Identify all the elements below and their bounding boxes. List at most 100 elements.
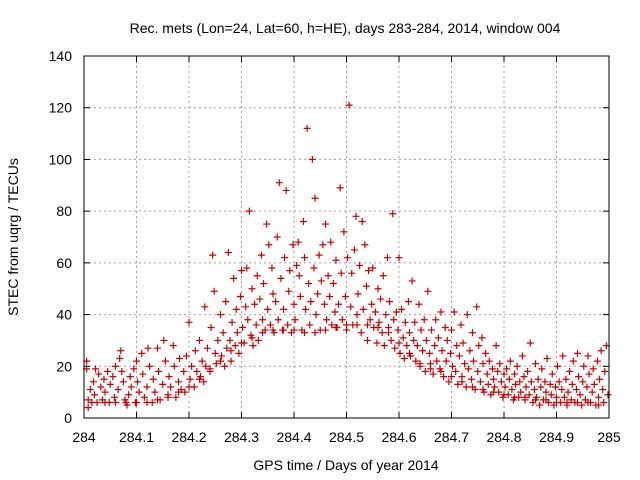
data-point — [379, 272, 387, 280]
data-point — [112, 362, 119, 370]
data-point — [164, 393, 172, 401]
data-point — [428, 326, 436, 334]
data-point — [369, 264, 377, 272]
data-point — [431, 342, 439, 350]
data-point — [151, 388, 159, 396]
data-point — [348, 269, 356, 277]
data-point — [479, 386, 487, 394]
y-tick-label: 60 — [56, 255, 72, 271]
data-point — [89, 378, 97, 386]
data-point — [252, 321, 260, 329]
data-point — [264, 305, 272, 313]
data-point — [399, 334, 407, 342]
data-point — [303, 124, 311, 132]
data-point — [265, 241, 273, 249]
data-point — [326, 292, 334, 300]
data-point — [180, 367, 188, 375]
data-point — [421, 367, 429, 375]
data-point — [217, 311, 224, 319]
data-point — [459, 339, 467, 347]
data-point — [530, 386, 538, 394]
data-point — [438, 347, 446, 355]
x-tick-label: 284.1 — [119, 429, 154, 445]
data-point — [453, 342, 461, 350]
data-point — [290, 326, 298, 334]
data-point — [412, 357, 420, 365]
data-point — [116, 355, 124, 363]
data-point — [353, 321, 361, 329]
data-point — [223, 344, 231, 352]
data-point — [314, 290, 322, 298]
data-point — [494, 367, 502, 375]
data-point — [243, 264, 251, 272]
data-point — [584, 398, 592, 406]
data-point — [269, 290, 277, 298]
data-point — [277, 274, 285, 282]
data-point — [482, 349, 490, 357]
data-point — [144, 344, 152, 352]
data-point — [398, 305, 406, 313]
data-point — [324, 272, 332, 280]
data-point — [322, 326, 329, 334]
data-point — [169, 342, 177, 350]
data-point — [419, 347, 427, 355]
data-point — [524, 367, 532, 375]
data-point — [442, 357, 450, 365]
data-point — [224, 249, 232, 257]
y-tick-label: 120 — [49, 100, 73, 116]
data-point — [186, 375, 194, 383]
data-point — [185, 318, 193, 326]
data-point — [185, 383, 193, 391]
data-points — [83, 101, 612, 412]
x-tick-label: 285 — [597, 429, 621, 445]
data-point — [235, 349, 243, 357]
data-point — [155, 367, 163, 375]
data-point — [352, 212, 360, 220]
data-point — [284, 321, 292, 329]
data-point — [323, 316, 331, 324]
data-point — [160, 336, 168, 344]
chart-title: Rec. mets (Lon=24, Lat=60, h=HE), days 2… — [130, 20, 561, 36]
data-point — [263, 220, 271, 228]
data-point — [130, 365, 138, 373]
data-point — [301, 254, 308, 262]
data-point — [126, 373, 134, 381]
y-tick-label: 40 — [56, 307, 72, 323]
data-point — [343, 321, 350, 329]
data-point — [403, 342, 411, 350]
data-point — [176, 355, 184, 363]
data-point — [344, 254, 352, 262]
data-point — [500, 370, 508, 378]
data-point — [244, 316, 252, 324]
data-point — [259, 329, 266, 337]
data-point — [206, 365, 214, 373]
data-point — [245, 207, 253, 215]
data-point — [569, 357, 577, 365]
data-point — [170, 362, 178, 370]
data-point — [427, 365, 434, 373]
data-point — [564, 388, 572, 396]
data-point — [455, 352, 463, 360]
data-point — [406, 329, 413, 337]
data-point — [332, 324, 340, 331]
x-tick-label: 284.7 — [434, 429, 469, 445]
data-point — [461, 360, 469, 368]
x-tick-label: 284.4 — [276, 429, 311, 445]
data-point — [167, 383, 175, 391]
data-point — [88, 398, 96, 406]
data-point — [575, 373, 583, 381]
x-axis-label: GPS time / Days of year 2014 — [253, 457, 438, 473]
data-point — [541, 378, 549, 386]
data-point — [463, 311, 471, 319]
data-point — [340, 228, 348, 236]
data-point — [513, 362, 521, 370]
data-point — [259, 316, 266, 324]
data-point — [536, 401, 544, 409]
data-point — [373, 339, 381, 347]
data-point — [500, 391, 508, 399]
data-point — [470, 357, 478, 365]
y-tick-label: 0 — [64, 410, 72, 426]
data-point — [301, 329, 308, 337]
data-point — [554, 362, 562, 370]
